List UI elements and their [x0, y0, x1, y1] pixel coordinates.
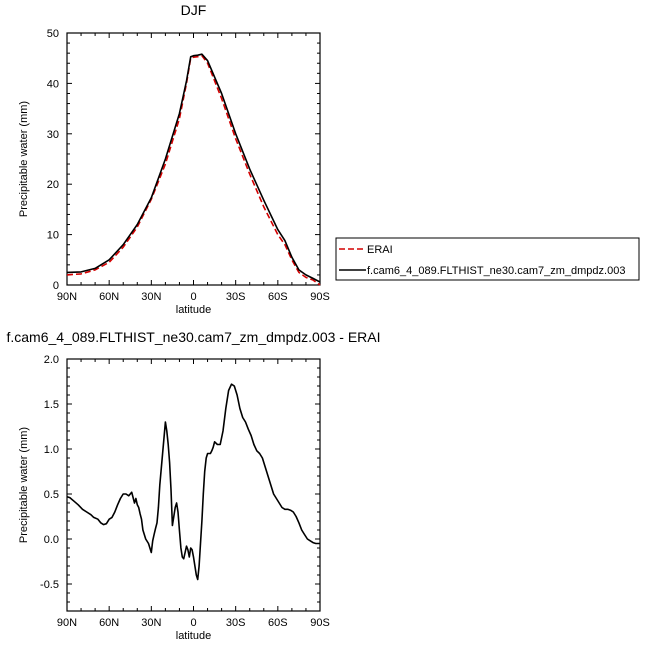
plot-frame: [66, 358, 321, 612]
legend: ERAI f.cam6_4_089.FLTHIST_ne30.cam7_zm_dm…: [335, 237, 640, 281]
x-tick-label: 60S: [268, 291, 288, 303]
legend-box: [335, 237, 640, 281]
legend-label: f.cam6_4_089.FLTHIST_ne30.cam7_zm_dmpdz.…: [367, 265, 625, 277]
x-tick-label: 0: [190, 291, 196, 303]
x-tick-label: 60S: [268, 617, 288, 629]
x-tick-label: 30S: [226, 617, 246, 629]
x-tick-label: 60N: [99, 617, 119, 629]
x-tick-label: 30S: [226, 291, 246, 303]
x-axis-label: latitude: [176, 630, 211, 642]
legend-label: ERAI: [367, 244, 393, 256]
x-tick-label: 30N: [141, 291, 161, 303]
y-tick-label: 30: [47, 129, 59, 141]
difference-panel: f.cam6_4_089.FLTHIST_ne30.cam7_zm_dmpdz.…: [6, 329, 380, 642]
y-tick-label: 0.5: [44, 489, 59, 501]
x-tick-label: 90N: [57, 617, 77, 629]
y-tick-label: 20: [47, 179, 59, 191]
x-axis-label: latitude: [176, 304, 211, 316]
x-tick-label: 90N: [57, 291, 77, 303]
y-tick-label: 1.5: [44, 399, 59, 411]
series-line-difference: [66, 383, 320, 581]
y-tick-label: 10: [47, 230, 59, 242]
plot-frame: [66, 32, 321, 286]
series-line-f-cam6-4-089-flthist-ne30-cam7-zm-dmpdz-003: [66, 53, 321, 283]
y-axis-label: Precipitable water (mm): [18, 427, 30, 543]
x-tick-label: 60N: [99, 291, 119, 303]
y-tick-label: -0.5: [40, 579, 59, 591]
y-tick-label: 1.0: [44, 444, 59, 456]
y-tick-label: 0.0: [44, 534, 59, 546]
y-tick-label: 40: [47, 78, 59, 90]
chart-title: DJF: [181, 2, 207, 18]
x-tick-label: 90S: [310, 291, 330, 303]
y-tick-label: 50: [47, 28, 59, 40]
x-tick-label: 90S: [310, 617, 330, 629]
x-tick-label: 0: [190, 617, 196, 629]
x-tick-label: 30N: [141, 617, 161, 629]
y-axis-label: Precipitable water (mm): [18, 101, 30, 217]
y-tick-label: 2.0: [44, 354, 59, 366]
chart-title: f.cam6_4_089.FLTHIST_ne30.cam7_zm_dmpdz.…: [6, 329, 380, 345]
y-tick-label: 0: [53, 280, 59, 292]
series-line-erai: [66, 54, 321, 286]
precipitable-water-panel: DJF 90N 60N 30N 0 30S 60S 90S 0 10 20 30 40 50 latitud…: [18, 2, 640, 316]
